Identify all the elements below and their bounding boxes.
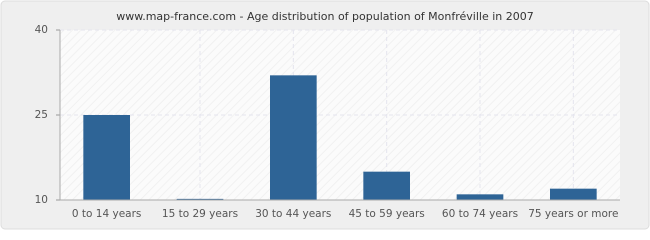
bar	[176, 198, 224, 200]
x-tick-label: 60 to 74 years	[442, 208, 518, 220]
y-tick-label: 10	[35, 194, 48, 206]
page: {"chart_data": {"type": "bar", "title": …	[0, 0, 650, 230]
x-tick-label: 75 years or more	[528, 208, 618, 220]
bar	[456, 194, 504, 200]
bar	[83, 115, 130, 200]
y-tick-label: 25	[35, 109, 48, 121]
x-tick-label: 30 to 44 years	[255, 208, 331, 220]
x-tick-label: 45 to 59 years	[349, 208, 425, 220]
bar	[550, 188, 597, 200]
chart: www.map-france.com - Age distribution of…	[0, 0, 650, 230]
x-tick-label: 0 to 14 years	[72, 208, 142, 220]
bar	[270, 75, 317, 200]
chart-title: www.map-france.com - Age distribution of…	[116, 10, 534, 23]
bar	[363, 171, 410, 200]
y-tick-label: 40	[35, 24, 48, 36]
x-tick-label: 15 to 29 years	[162, 208, 238, 220]
